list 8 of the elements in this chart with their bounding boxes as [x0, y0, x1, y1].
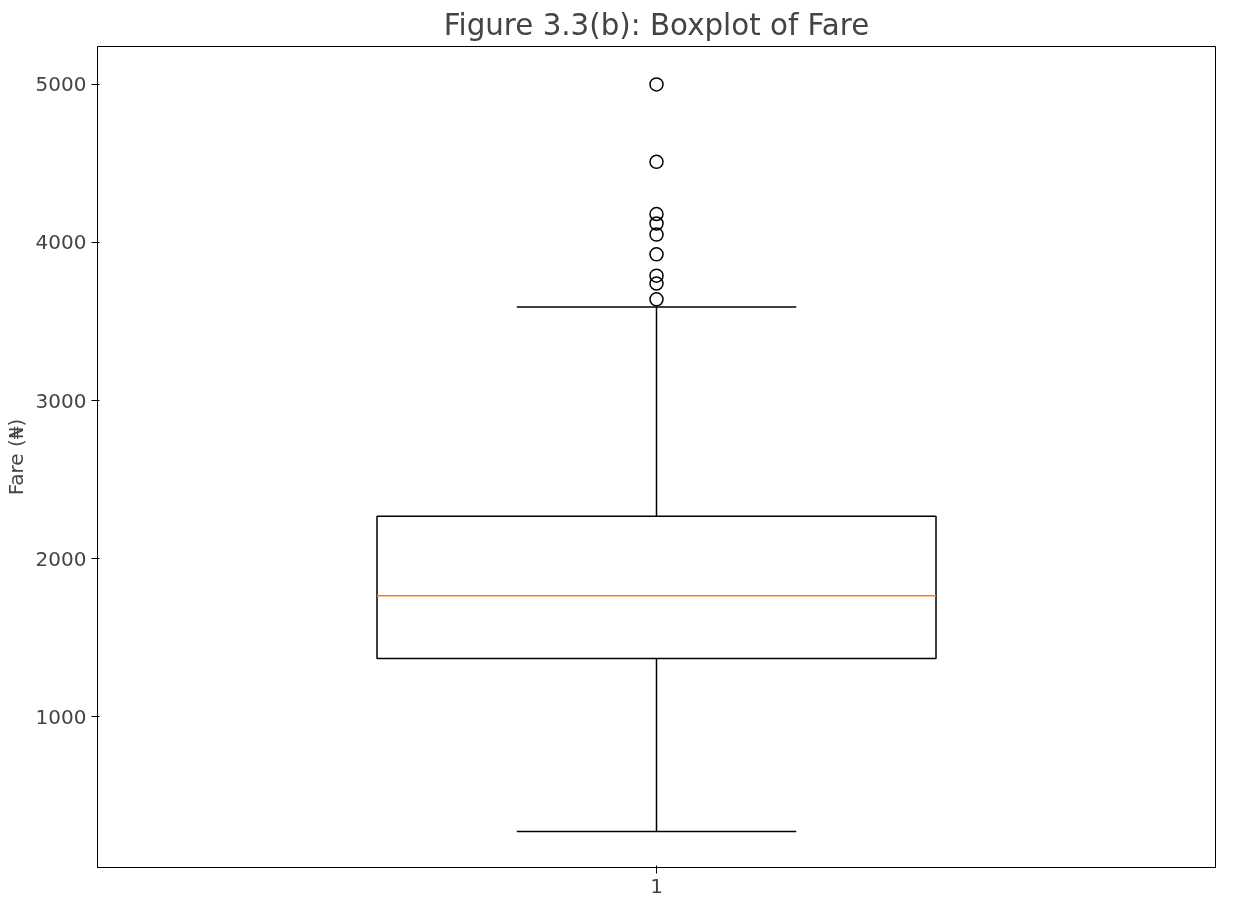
- y-tick-label: 3000: [35, 388, 87, 413]
- y-tick-label: 1000: [35, 704, 87, 729]
- chart-title: Figure 3.3(b): Boxplot of Fare: [443, 7, 870, 42]
- y-tick-label: 5000: [35, 72, 87, 97]
- x-tick-label: 1: [650, 873, 663, 898]
- y-tick-label: 2000: [35, 546, 87, 571]
- y-tick-label: 4000: [35, 230, 87, 255]
- y-axis-title: Fare (₦): [3, 418, 28, 496]
